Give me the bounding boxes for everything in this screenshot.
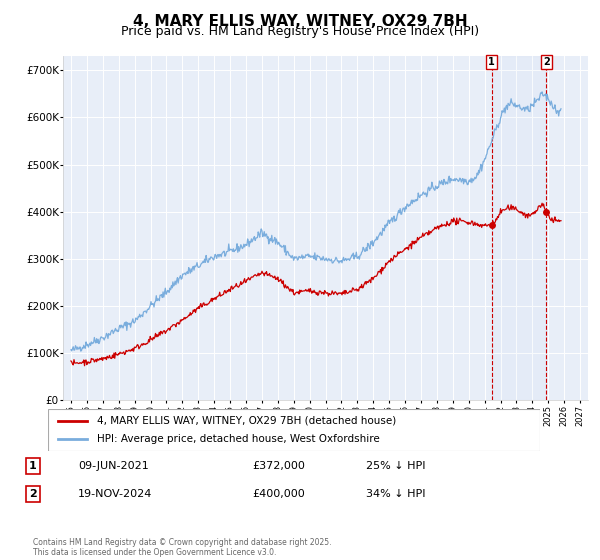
FancyBboxPatch shape [48,409,540,451]
Text: 1: 1 [488,57,495,67]
Text: 4, MARY ELLIS WAY, WITNEY, OX29 7BH (detached house): 4, MARY ELLIS WAY, WITNEY, OX29 7BH (det… [97,416,397,426]
Text: 34% ↓ HPI: 34% ↓ HPI [366,489,425,499]
Text: £400,000: £400,000 [252,489,305,499]
Text: £372,000: £372,000 [252,461,305,471]
Text: 09-JUN-2021: 09-JUN-2021 [78,461,149,471]
Text: 1: 1 [29,461,37,471]
Text: 25% ↓ HPI: 25% ↓ HPI [366,461,425,471]
Bar [491,56,547,400]
Text: Contains HM Land Registry data © Crown copyright and database right 2025.
This d: Contains HM Land Registry data © Crown c… [33,538,331,557]
Text: 2: 2 [543,57,550,67]
Text: 4, MARY ELLIS WAY, WITNEY, OX29 7BH: 4, MARY ELLIS WAY, WITNEY, OX29 7BH [133,14,467,29]
Text: 19-NOV-2024: 19-NOV-2024 [78,489,152,499]
Text: Price paid vs. HM Land Registry's House Price Index (HPI): Price paid vs. HM Land Registry's House … [121,25,479,38]
Text: HPI: Average price, detached house, West Oxfordshire: HPI: Average price, detached house, West… [97,434,380,444]
Text: 2: 2 [29,489,37,499]
